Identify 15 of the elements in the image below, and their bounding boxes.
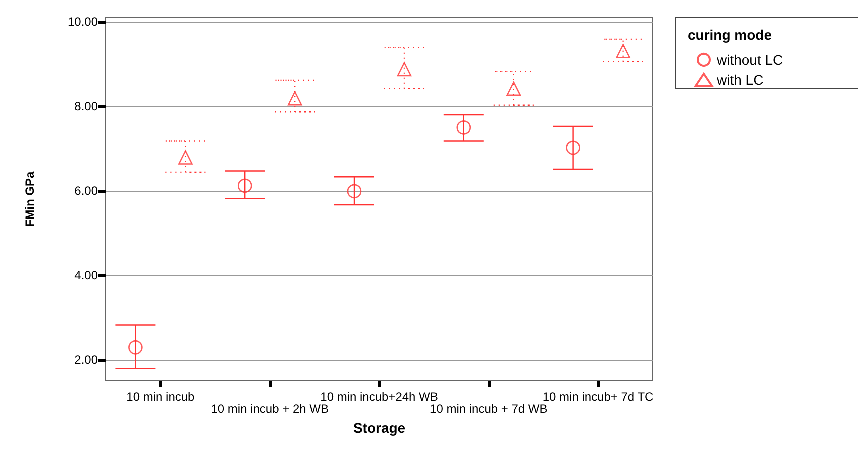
y-tick-label: 8.00 [74, 100, 98, 114]
legend-label: without LC [716, 52, 784, 68]
x-tick-label: 10 min incub [126, 390, 196, 404]
x-tick-label: 10 min incub+24h WB [320, 390, 438, 404]
y-tick-label: 6.00 [74, 184, 98, 198]
y-axis-title: FMin GPa [23, 172, 37, 228]
x-tick-label: 10 min incub+ 7d TC [542, 390, 654, 404]
x-tick-label: 10 min incub + 2h WB [211, 402, 329, 416]
x-tick-label: 10 min incub + 7d WB [430, 402, 548, 416]
y-tick-label: 2.00 [74, 352, 98, 367]
legend-title: curing mode [688, 27, 772, 43]
legend-label: with LC [716, 72, 764, 88]
x-axis-title: Storage [353, 420, 406, 436]
y-tick-label: 10.00 [68, 15, 98, 30]
y-tick-label: 4.00 [74, 268, 98, 282]
